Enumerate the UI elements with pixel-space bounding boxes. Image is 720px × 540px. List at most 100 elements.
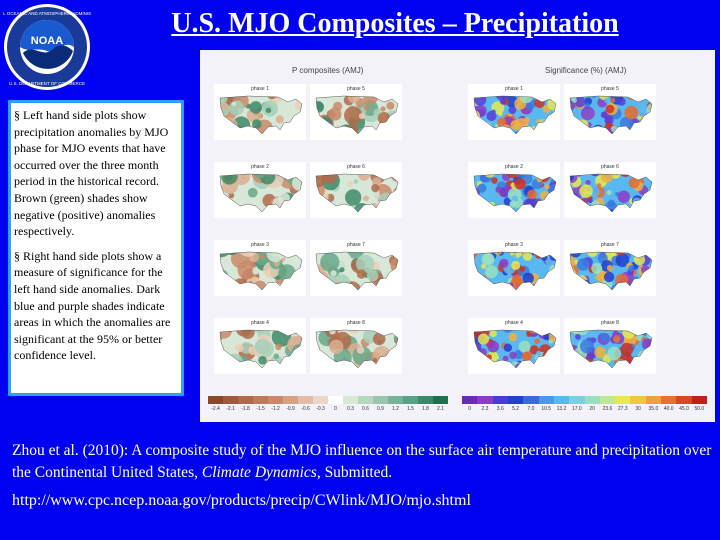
noaa-logo: NOAA NATIONAL OCEANIC AND ATMOSPHERIC AD… — [3, 4, 91, 90]
anomaly-map-phase-1: phase 1 — [214, 84, 306, 140]
phase-label: phase 3 — [505, 242, 523, 248]
significance-map-phase-2: phase 2 — [468, 162, 560, 218]
phase-label: phase 3 — [251, 242, 269, 248]
colorbar-tick: 10.5 — [541, 406, 552, 412]
colorbar-swatch — [343, 396, 358, 404]
colorbar-swatch — [358, 396, 373, 404]
colorbar-swatch — [584, 396, 600, 404]
colorbar-swatch — [538, 396, 554, 404]
colorbar-swatch — [553, 396, 570, 404]
svg-text:NATIONAL OCEANIC AND ATMOSPHER: NATIONAL OCEANIC AND ATMOSPHERIC ADMINIS… — [3, 11, 91, 16]
phase-label: phase 4 — [251, 320, 269, 326]
right-heading: Significance (%) (AMJ) — [545, 66, 627, 75]
phase-label: phase 6 — [347, 164, 365, 170]
anomaly-map-phase-3: phase 3 — [214, 240, 306, 296]
significance-map-phase-3: phase 3 — [468, 240, 560, 296]
phase-label: phase 1 — [251, 86, 269, 92]
colorbar-swatch — [661, 396, 677, 404]
significance-map-phase-1: phase 1 — [468, 84, 560, 140]
phase-label: phase 7 — [347, 242, 365, 248]
phase-label: phase 8 — [347, 320, 365, 326]
citation: Zhou et al. (2010): A composite study of… — [12, 440, 712, 484]
colorbar-tick: -1.8 — [241, 406, 250, 412]
colorbar-swatch — [283, 396, 298, 404]
colorbar-tick: 27.3 — [617, 406, 628, 412]
colorbar-swatch — [615, 396, 631, 404]
phase-label: phase 5 — [601, 86, 619, 92]
colorbar-tick: 20 — [589, 406, 595, 412]
svg-text:NOAA: NOAA — [31, 35, 63, 47]
colorbar-tick: 0 — [468, 406, 472, 412]
citation-status: , Submitted. — [316, 464, 393, 481]
phase-label: phase 5 — [347, 86, 365, 92]
colorbar-swatch — [492, 396, 508, 404]
colorbar-swatch — [507, 396, 524, 404]
colorbar-tick: 50.0 — [694, 406, 705, 412]
colorbar-tick: 0 — [334, 406, 337, 412]
colorbar-swatch — [599, 396, 616, 404]
colorbar-tick: -2.1 — [226, 406, 235, 412]
left-heading: P composites (AMJ) — [292, 66, 364, 75]
svg-text:U.S. DEPARTMENT OF COMMERCE: U.S. DEPARTMENT OF COMMERCE — [9, 81, 85, 86]
colorbar-swatch — [388, 396, 403, 404]
citation-text: Zhou et al. (2010): A composite study of… — [12, 442, 712, 481]
colorbar-swatch — [477, 396, 493, 404]
right-colorbar-labels: 0 2.3 3.6 5.2 7.0 10.5 13.2 17.0 20 23.6 27.3 30 35.… — [462, 406, 707, 412]
phase-label: phase 2 — [251, 164, 269, 170]
colorbar-swatch — [645, 396, 662, 404]
anomaly-map-phase-4: phase 4 — [214, 318, 306, 374]
colorbar-swatch — [630, 396, 646, 404]
colorbar-swatch — [676, 396, 692, 404]
significance-map-phase-6: phase 6 — [564, 162, 656, 218]
significance-map-phase-5: phase 5 — [564, 84, 656, 140]
anomaly-map-phase-6: phase 6 — [310, 162, 402, 218]
phase-label: phase 6 — [601, 164, 619, 170]
colorbar-tick: 35.0 — [648, 406, 659, 412]
colorbar-swatch — [691, 396, 707, 404]
phase-label: phase 1 — [505, 86, 523, 92]
colorbar-swatch — [328, 396, 343, 404]
colorbar-swatch — [208, 396, 223, 404]
anomaly-map-phase-7: phase 7 — [310, 240, 402, 296]
colorbar-tick: 2.1 — [437, 406, 444, 412]
colorbar-swatch — [268, 396, 283, 404]
colorbar-tick: -1.2 — [271, 406, 280, 412]
colorbar-tick: -2.4 — [211, 406, 220, 412]
phase-label: phase 2 — [505, 164, 523, 170]
colorbar-swatch — [403, 396, 418, 404]
colorbar-swatch — [418, 396, 433, 404]
colorbar-tick: 45.0 — [679, 406, 689, 412]
colorbar-swatch — [433, 396, 448, 404]
colorbar-tick: -0.3 — [316, 406, 325, 412]
colorbar-tick: 1.2 — [392, 406, 399, 412]
colorbar-tick: 1.5 — [407, 406, 414, 412]
colorbar-tick: 5.2 — [512, 406, 520, 412]
source-url[interactable]: http://www.cpc.ncep.noaa.gov/products/pr… — [12, 492, 471, 509]
colorbar-swatch — [313, 396, 328, 404]
citation-journal: Climate Dynamics — [201, 464, 317, 481]
colorbar-tick: 40.0 — [663, 406, 674, 412]
colorbar-tick: -1.5 — [256, 406, 265, 412]
colorbar-swatch — [253, 396, 268, 404]
colorbar-swatch — [223, 396, 238, 404]
colorbar-swatch — [373, 396, 388, 404]
composite-figure: P composites (AMJ) Significance (%) (AMJ… — [200, 50, 715, 422]
left-colorbar-labels: -2.4 -2.1 -1.8 -1.5 -1.2 -0.9 -0.6 -0.3 0 0.3 0.6 0… — [208, 406, 448, 412]
page-title: U.S. MJO Composites – Precipitation — [171, 8, 619, 39]
colorbar-tick: 23.6 — [602, 406, 613, 412]
anomaly-map-phase-2: phase 2 — [214, 162, 306, 218]
colorbar-tick: 1.8 — [422, 406, 429, 412]
bullet-right-plots: § Right hand side plots show a measure o… — [14, 248, 171, 363]
colorbar-swatch — [569, 396, 585, 404]
significance-map-phase-7: phase 7 — [564, 240, 656, 296]
colorbar-swatch — [523, 396, 539, 404]
right-colorbar — [462, 396, 707, 404]
colorbar-tick: 7.0 — [527, 406, 535, 412]
bullet-left-plots: § Left hand side plots show precipitatio… — [14, 108, 169, 239]
phase-label: phase 7 — [601, 242, 619, 248]
colorbar-tick: 30 — [635, 406, 641, 412]
colorbar-tick: 13.2 — [556, 406, 567, 412]
phase-label: phase 4 — [505, 320, 523, 326]
colorbar-swatch — [298, 396, 313, 404]
significance-map-phase-4: phase 4 — [468, 318, 560, 374]
